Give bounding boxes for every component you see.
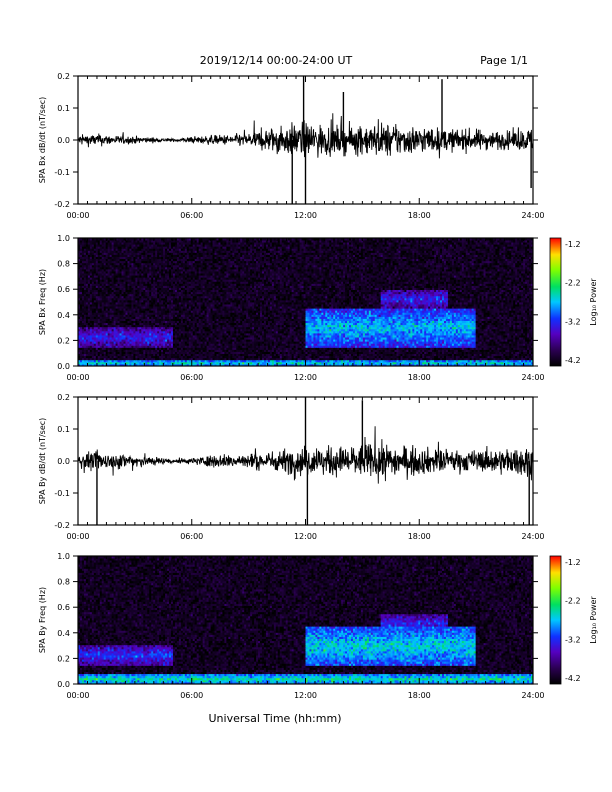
x-tick-label: 06:00 — [180, 211, 203, 220]
x-tick-label: 24:00 — [521, 211, 544, 220]
y-tick-label: 0.0 — [57, 136, 70, 145]
x-tick-label: 12:00 — [294, 211, 317, 220]
y-tick-label: 0.2 — [57, 72, 70, 81]
header-page: Page 1/1 — [480, 54, 528, 67]
header-date-range: 2019/12/14 00:00-24:00 UT — [200, 54, 353, 67]
y-axis-label: SPA Bx dB/dt (nT/sec) — [38, 97, 47, 184]
panel-1: 0.2 0.1 0.0 -0.1 -0.2 00:00 06:00 12:00 18:00 24:… — [38, 72, 545, 220]
x-tick-label: 18:00 — [408, 211, 431, 220]
y-tick-label: -0.2 — [54, 200, 70, 209]
x-tick-label: 00:00 — [66, 211, 89, 220]
y-tick-label: 0.1 — [57, 104, 70, 113]
y-tick-label: -0.1 — [54, 168, 70, 177]
